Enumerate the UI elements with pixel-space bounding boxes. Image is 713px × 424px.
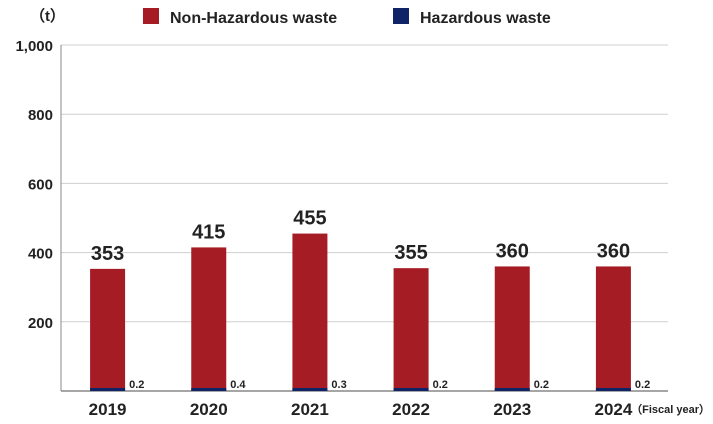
bar-hazardous bbox=[90, 388, 126, 391]
data-label-hazardous: 0.4 bbox=[230, 379, 246, 391]
data-label-hazardous: 0.2 bbox=[534, 379, 549, 391]
bar-hazardous bbox=[595, 388, 631, 391]
legend-label: Hazardous waste bbox=[420, 10, 551, 27]
legend-label: Non-Hazardous waste bbox=[170, 10, 337, 27]
bar-non-hazardous bbox=[90, 268, 126, 391]
x-tick-label: 2022 bbox=[392, 400, 430, 419]
legend-swatch bbox=[143, 8, 159, 24]
y-tick-label: 800 bbox=[28, 107, 53, 124]
bar-hazardous bbox=[393, 388, 429, 391]
x-tick-label: 2024 bbox=[595, 400, 633, 419]
bar-hazardous bbox=[191, 388, 227, 391]
data-label-hazardous: 0.3 bbox=[331, 379, 346, 391]
data-label-hazardous: 0.2 bbox=[635, 379, 650, 391]
bar-non-hazardous bbox=[494, 266, 530, 391]
data-label-hazardous: 0.2 bbox=[433, 379, 448, 391]
legend-swatch bbox=[393, 8, 409, 24]
bar-hazardous bbox=[494, 388, 530, 391]
data-label-hazardous: 0.2 bbox=[129, 379, 144, 391]
y-tick-label: 600 bbox=[28, 176, 53, 193]
bar-hazardous bbox=[292, 388, 328, 391]
bar-non-hazardous bbox=[292, 233, 328, 391]
bar-non-hazardous bbox=[595, 266, 631, 391]
data-label-non-hazardous: 415 bbox=[192, 221, 225, 243]
data-label-non-hazardous: 455 bbox=[293, 208, 326, 230]
y-tick-label: 200 bbox=[28, 315, 53, 332]
data-label-non-hazardous: 360 bbox=[597, 240, 630, 262]
x-tick-label: 2020 bbox=[190, 400, 228, 419]
x-tick-label: 2023 bbox=[493, 400, 531, 419]
data-label-non-hazardous: 355 bbox=[394, 242, 427, 264]
data-label-non-hazardous: 353 bbox=[91, 243, 124, 265]
x-axis-label: （Fiscal year） bbox=[631, 403, 710, 416]
y-tick-label: 400 bbox=[28, 246, 53, 263]
bar-non-hazardous bbox=[191, 247, 227, 391]
data-label-non-hazardous: 360 bbox=[496, 240, 529, 262]
x-tick-label: 2019 bbox=[89, 400, 127, 419]
y-tick-label: 1,000 bbox=[15, 38, 53, 55]
unit-label: （t） bbox=[30, 7, 65, 25]
x-tick-label: 2021 bbox=[291, 400, 329, 419]
bar-non-hazardous bbox=[393, 268, 429, 391]
